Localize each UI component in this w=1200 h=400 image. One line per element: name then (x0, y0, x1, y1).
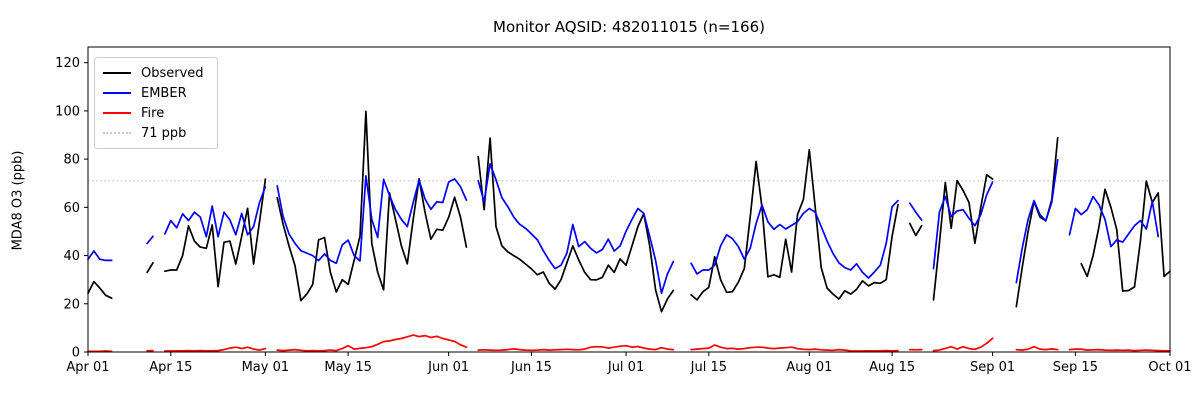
x-tick-label: Apr 15 (149, 360, 192, 375)
legend-item-ember: EMBER (103, 83, 209, 103)
y-tick-label: 60 (63, 201, 80, 216)
series-fire (87, 334, 1171, 353)
y-tick-label: 100 (55, 104, 80, 119)
legend-item-threshold: 71 ppb (103, 123, 209, 143)
y-tick-label: 120 (55, 56, 80, 71)
legend: Observed EMBER Fire 71 ppb (94, 57, 218, 149)
legend-label-fire: Fire (141, 105, 165, 121)
axes: 0 20 40 60 80 100 120 Apr 01 Apr 15 May 01 May 15 J… (55, 46, 1192, 375)
x-tick-label: May 15 (324, 360, 372, 375)
x-tick-label: Jul 01 (607, 360, 644, 375)
chart-title: Monitor AQSID: 482011015 (n=166) (493, 18, 765, 36)
y-tick-label: 0 (72, 346, 80, 361)
x-tick-label: Jul 15 (690, 360, 727, 375)
series-observed (87, 110, 1171, 313)
x-tick-label: Oct 01 (1148, 360, 1191, 375)
x-tick-label: May 01 (242, 360, 290, 375)
x-tick-label: Apr 01 (66, 360, 109, 375)
fire-line-swatch (103, 112, 131, 114)
ember-line-swatch (103, 92, 131, 94)
x-tick-label: Aug 15 (869, 360, 915, 375)
legend-label-ember: EMBER (141, 85, 187, 101)
x-tick-label: Jun 15 (510, 360, 552, 375)
observed-line-swatch (103, 72, 131, 74)
y-tick-label: 40 (63, 249, 80, 264)
legend-label-observed: Observed (141, 65, 204, 81)
threshold-line-swatch (103, 132, 131, 134)
y-tick-label: 20 (63, 297, 80, 312)
legend-label-threshold: 71 ppb (141, 125, 187, 141)
x-tick-label: Aug 01 (786, 360, 832, 375)
x-tick-label: Sep 15 (1053, 360, 1098, 375)
legend-item-fire: Fire (103, 103, 209, 123)
series-ember (87, 158, 1160, 295)
y-tick-label: 80 (63, 153, 80, 168)
legend-item-observed: Observed (103, 63, 209, 83)
x-tick-label: Sep 01 (970, 360, 1015, 375)
x-tick-label: Jun 01 (427, 360, 469, 375)
